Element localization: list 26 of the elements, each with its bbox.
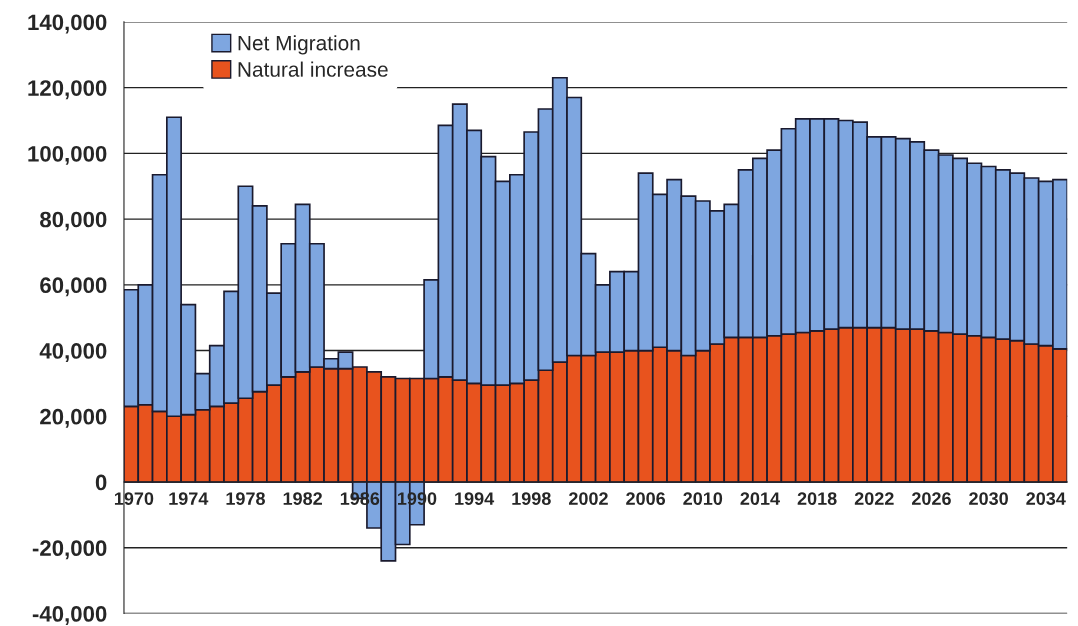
x-tick-label: 2010 xyxy=(683,492,723,505)
y-tick-label: -20,000 xyxy=(32,540,107,560)
x-tick-label: 2014 xyxy=(740,492,780,505)
legend-label: Natural increase xyxy=(238,61,388,77)
y-tick-label: 120,000 xyxy=(28,80,107,100)
x-tick-label: 2022 xyxy=(854,492,894,505)
y-tick-label: 20,000 xyxy=(40,408,107,428)
x-tick-label: 1978 xyxy=(226,492,265,505)
y-tick-label: 100,000 xyxy=(28,145,107,165)
x-tick-label: 2034 xyxy=(1026,492,1066,506)
x-tick-label: 2006 xyxy=(626,492,666,505)
x-tick-label: 1998 xyxy=(512,492,551,505)
y-tick-label: 80,000 xyxy=(40,211,107,231)
x-tick-label: 2026 xyxy=(911,492,951,505)
y-tick-label: 60,000 xyxy=(40,277,107,297)
y-tick-label: 140,000 xyxy=(28,14,107,34)
x-tick-label: 1974 xyxy=(169,492,209,505)
legend-label: Net Migration xyxy=(238,35,360,55)
x-tick-label: 2018 xyxy=(797,492,837,505)
x-tick-label: 1982 xyxy=(283,492,322,505)
x-tick-label: 2030 xyxy=(969,492,1008,506)
y-tick-label: 40,000 xyxy=(39,343,107,363)
y-tick-label: 0 xyxy=(95,474,107,491)
x-tick-label: 2002 xyxy=(568,492,608,505)
y-tick-label: -40,000 xyxy=(32,606,107,625)
x-tick-label: 1994 xyxy=(455,492,495,505)
